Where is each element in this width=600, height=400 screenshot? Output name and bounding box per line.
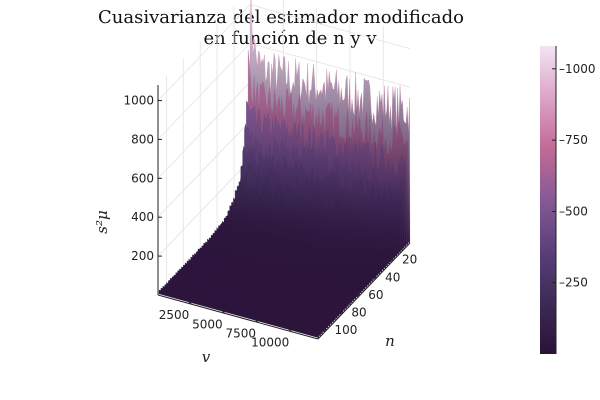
z-tick-label: 1000	[123, 94, 154, 108]
x-tick-label: 5000	[192, 317, 223, 331]
x-axis-line	[157, 294, 319, 340]
colorbar-tick-label: –250	[559, 276, 588, 290]
y-tick-mark	[388, 259, 395, 262]
y-axis-line	[317, 242, 411, 340]
z-tick-label: 200	[131, 249, 154, 263]
z-tick-label: 400	[131, 210, 154, 224]
y-tick-label: 40	[385, 270, 400, 284]
colorbar-gradient	[540, 46, 556, 354]
y-tick-label: 20	[402, 253, 417, 267]
x-tick-label: 10000	[251, 336, 289, 350]
y-tick-mark	[355, 294, 361, 297]
y-tick-label: 100	[334, 323, 357, 337]
x-tick-mark	[254, 319, 259, 323]
colorbar-tick-label: –750	[559, 133, 588, 147]
colorbar: –250 –500 –750 –1000	[540, 46, 596, 354]
colorbar-tick-label: –500	[559, 204, 588, 218]
surface-strip	[158, 289, 320, 339]
grid-line-z-4	[157, 4, 411, 101]
z-tick-label: 600	[131, 171, 154, 185]
surface-plot	[158, 0, 411, 339]
z-tick-label: 800	[131, 132, 154, 146]
y-tick-label: 80	[351, 306, 366, 320]
y-axis-label: n	[385, 332, 395, 350]
y-tick-mark	[321, 329, 327, 332]
x-tick-mark	[221, 309, 226, 314]
x-axis-label: v	[202, 348, 211, 366]
chart-title-line-2: en función de n y v	[203, 28, 377, 49]
x-tick-label: 7500	[225, 326, 256, 340]
colorbar-tick-label: –1000	[559, 62, 596, 76]
chart-title-line-1: Cuasivarianza del estimador modificado	[98, 7, 464, 28]
x-tick-mark	[287, 328, 292, 333]
y-tick-label: 60	[368, 288, 383, 302]
x-tick-label: 2500	[159, 308, 190, 322]
y-tick-mark	[371, 276, 378, 279]
z-axis-label: s²μ	[93, 210, 111, 233]
y-tick-mark	[338, 312, 344, 315]
x-tick-mark	[187, 300, 192, 305]
